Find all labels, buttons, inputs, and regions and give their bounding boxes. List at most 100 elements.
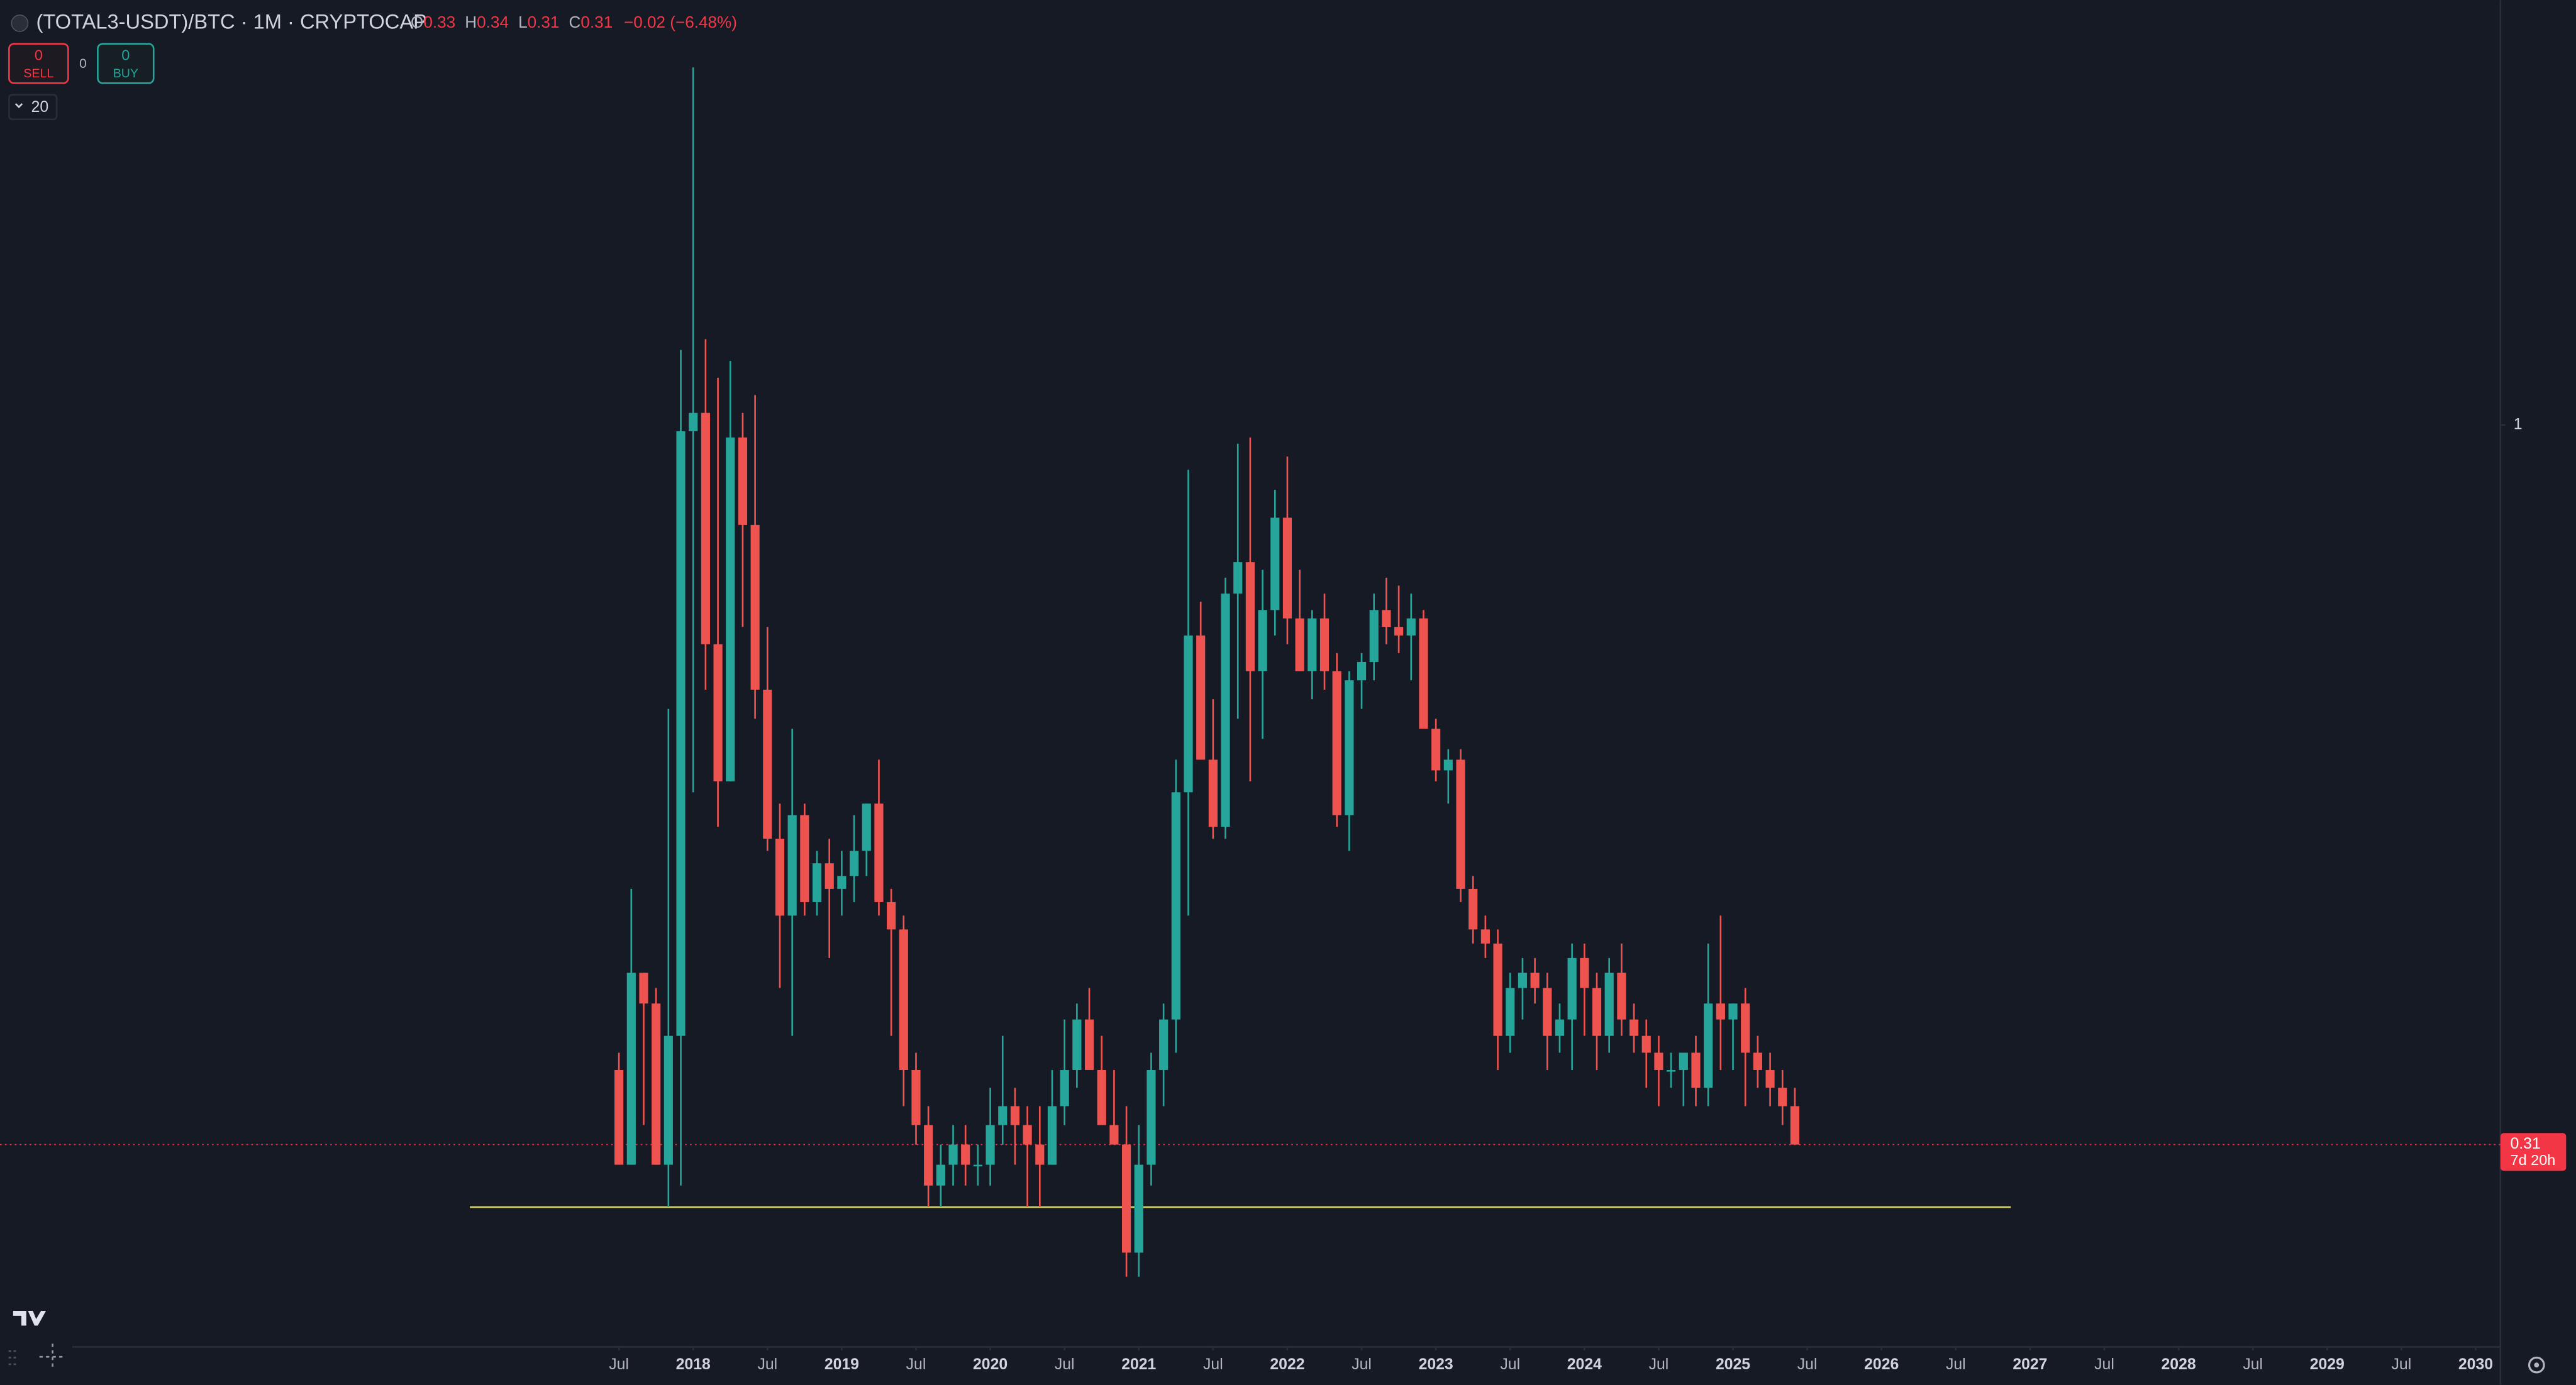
x-tick-label: Jul	[1203, 1356, 1223, 1373]
candle-body	[1704, 1003, 1713, 1088]
y-tick-label: 1	[2514, 416, 2523, 433]
candle-body	[899, 929, 908, 1070]
candle-body	[948, 1144, 958, 1165]
settings-icon[interactable]	[2528, 1356, 2545, 1374]
candle-body	[1419, 618, 1428, 729]
ohlc-value: 0.31	[580, 13, 613, 31]
candle-body	[1728, 1003, 1738, 1020]
ohlc-legend: O0.33 H0.34 L0.31 C0.31 −0.02 (−6.48%)	[411, 13, 737, 31]
candle-body	[862, 803, 871, 851]
candle-body	[1530, 973, 1540, 988]
candle-body	[1394, 627, 1404, 636]
symbol-icon[interactable]	[11, 14, 29, 32]
candle-body	[676, 431, 686, 1036]
x-tick-label: 2027	[2012, 1356, 2047, 1373]
candle-body	[1604, 973, 1614, 1036]
candle-body	[961, 1144, 970, 1165]
ohlc-value: 0.34	[477, 13, 509, 31]
candle-body	[1295, 618, 1304, 671]
candle-body	[1629, 1019, 1639, 1036]
x-tick-label: Jul	[1797, 1356, 1818, 1373]
sell-label: SELL	[23, 67, 53, 80]
sell-button[interactable]	[8, 43, 69, 84]
candle-body	[1122, 1144, 1131, 1253]
tradingview-logo[interactable]	[13, 1311, 47, 1326]
candle-body	[1184, 635, 1193, 793]
candle-body	[1790, 1106, 1800, 1145]
candle-body	[1319, 618, 1330, 671]
x-tick-label: 2028	[2162, 1356, 2196, 1373]
candle-body	[1332, 671, 1341, 815]
candle-body	[1072, 1019, 1082, 1070]
candle-body	[1159, 1019, 1169, 1070]
x-tick-label: Jul	[1649, 1356, 1669, 1373]
candle-body	[1679, 1052, 1688, 1070]
candle-body	[652, 1003, 661, 1165]
candle-body	[1282, 517, 1292, 619]
x-tick-label: 2018	[676, 1356, 711, 1373]
candle-body	[1741, 1003, 1750, 1053]
x-tick-label: 2020	[973, 1356, 1008, 1373]
buy-label: BUY	[113, 67, 138, 80]
candle-body	[1345, 680, 1354, 815]
symbol-title[interactable]: (TOTAL3-USDT)/BTC · 1M · CRYPTOCAP	[36, 10, 426, 33]
candle-body	[738, 437, 748, 525]
price-label: 0.31	[2511, 1135, 2541, 1152]
candle-body	[837, 876, 847, 889]
candle-body	[1641, 1035, 1651, 1053]
candle-body	[1208, 759, 1218, 827]
candle-body	[1196, 635, 1206, 760]
candle-body	[787, 815, 797, 916]
sell-count: 0	[35, 47, 43, 63]
candle-body	[1109, 1125, 1119, 1145]
candle-body	[1010, 1106, 1020, 1125]
spread: 0	[79, 57, 87, 71]
candle-body	[1023, 1125, 1032, 1145]
candle-body	[763, 690, 772, 839]
candle-body	[1543, 988, 1552, 1036]
candle-body	[812, 863, 822, 902]
candle-body	[911, 1069, 921, 1125]
candle-body	[1084, 1019, 1094, 1070]
ohlc-letter: O	[411, 13, 423, 31]
candle-body	[775, 839, 785, 916]
candle-body	[663, 1035, 673, 1165]
x-tick-label: Jul	[609, 1356, 629, 1373]
candle-body	[1357, 661, 1367, 681]
x-tick-label: Jul	[2094, 1356, 2114, 1373]
candle-body	[1506, 988, 1515, 1036]
candle-body	[1518, 973, 1528, 988]
crosshair-icon[interactable]	[39, 1344, 66, 1371]
ohlc-letter: H	[465, 13, 477, 31]
x-tick-label: 2026	[1864, 1356, 1899, 1373]
candle-body	[800, 815, 809, 902]
candle-body	[726, 437, 735, 781]
candle-body	[1245, 562, 1255, 671]
candle-body	[1047, 1106, 1057, 1165]
candle-body	[1480, 929, 1490, 944]
candle-body	[1134, 1164, 1143, 1253]
candle-body	[973, 1164, 982, 1167]
candle-body	[1468, 888, 1478, 930]
candle-body	[1382, 610, 1391, 627]
ohlc-value: 0.33	[423, 13, 455, 31]
x-tick-label: Jul	[1352, 1356, 1372, 1373]
x-tick-label: 2029	[2310, 1356, 2345, 1373]
candle-body	[614, 1069, 624, 1165]
candle-body	[924, 1125, 933, 1186]
drag-handle[interactable]	[8, 1350, 16, 1366]
candle-body	[1778, 1088, 1787, 1106]
x-tick-label: Jul	[1055, 1356, 1075, 1373]
buy-button[interactable]	[97, 43, 155, 84]
indicator-toggle[interactable]	[8, 94, 58, 121]
candle-body	[1171, 792, 1180, 1020]
buy-count: 0	[121, 47, 130, 63]
ohlc-value: 0.31	[528, 13, 560, 31]
candle-body	[1307, 618, 1317, 671]
x-tick-label: Jul	[1500, 1356, 1520, 1373]
candle-body	[985, 1125, 995, 1165]
change: −0.02 (−6.48%)	[624, 13, 737, 31]
candle-body	[1617, 973, 1626, 1020]
